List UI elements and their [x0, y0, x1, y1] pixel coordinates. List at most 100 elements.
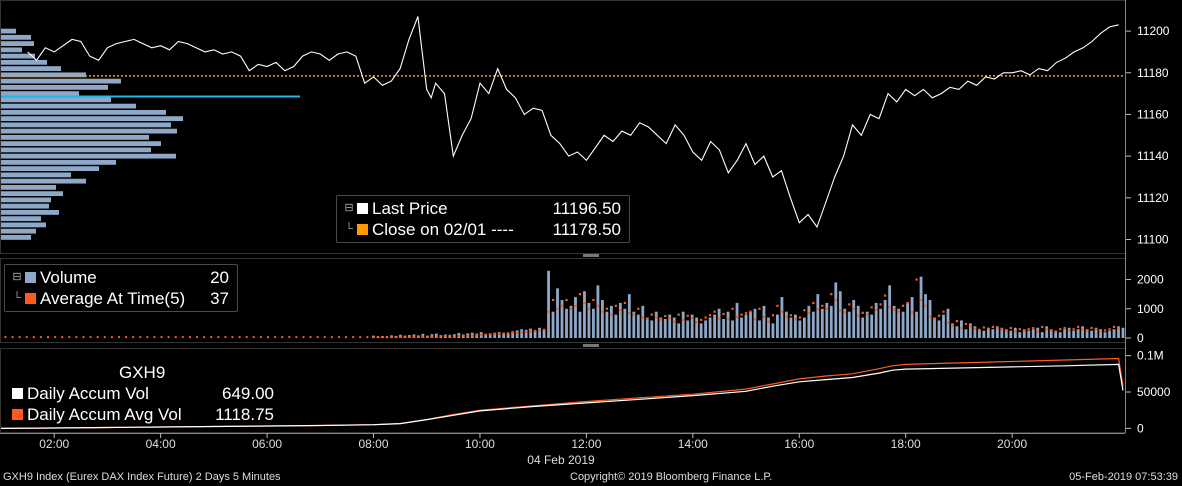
average-point: [1103, 329, 1107, 332]
price-legend[interactable]: ⊟ Last Price 11196.50 └ Close on 02/01 -…: [336, 195, 630, 243]
average-point: [785, 315, 788, 319]
average-point: [709, 314, 712, 317]
average-point: [39, 336, 42, 339]
average-point: [1036, 330, 1039, 333]
average-point: [96, 336, 99, 339]
average-point: [196, 336, 199, 339]
tree-collapse-icon[interactable]: ⊟: [344, 202, 354, 214]
average-point: [1000, 328, 1003, 331]
average-point: [484, 333, 487, 336]
average-point: [366, 336, 369, 339]
average-point: [888, 306, 891, 309]
average-point: [110, 336, 113, 339]
y-tick-label: 11120: [1137, 191, 1169, 205]
tree-branch-icon: └: [345, 223, 353, 235]
volume-bar: [847, 311, 851, 338]
average-point: [281, 336, 284, 339]
volume-bar: [1067, 327, 1071, 338]
volume-bar: [493, 332, 497, 338]
volume-bar: [825, 302, 829, 338]
legend-row-average[interactable]: └ Average At Time(5) 37: [11, 288, 229, 309]
y-tick-label: 1000: [1137, 302, 1164, 316]
volume-bar: [690, 314, 694, 338]
volume-bar: [641, 305, 645, 338]
average-point: [650, 313, 653, 316]
volume-bar: [924, 294, 927, 338]
average-point: [160, 336, 163, 339]
profile-bar: [1, 134, 149, 140]
profile-bar: [1, 216, 41, 222]
volume-bar: [942, 314, 945, 338]
average-point: [323, 336, 326, 339]
volume-bar: [627, 294, 631, 338]
legend-row-accum-avg[interactable]: Daily Accum Avg Vol 1118.75: [6, 404, 274, 425]
average-point: [1041, 325, 1044, 328]
average-point: [762, 315, 766, 319]
volume-bar: [771, 323, 775, 338]
volume-bar: [776, 314, 779, 338]
profile-bar: [1, 184, 56, 190]
volume-bar: [977, 329, 981, 338]
average-point: [875, 308, 878, 312]
profile-bar: [1, 84, 108, 90]
average-point: [1050, 329, 1053, 332]
average-point: [749, 310, 752, 313]
average-point: [578, 293, 582, 296]
volume-bar: [1036, 327, 1040, 338]
volume-bar: [551, 311, 555, 338]
average-point: [153, 336, 156, 339]
average-point: [1077, 325, 1080, 328]
volume-bar: [964, 329, 968, 338]
volume-bar: [645, 317, 649, 338]
average-point: [610, 313, 613, 316]
average-point: [700, 318, 703, 321]
volume-bar: [583, 291, 586, 338]
legend-row-last-price[interactable]: ⊟ Last Price 11196.50: [343, 198, 621, 219]
volume-bar: [618, 302, 622, 338]
profile-bar: [1, 103, 136, 109]
average-point: [1009, 326, 1012, 330]
average-point: [330, 336, 333, 339]
x-tick-label: 16:00: [784, 437, 814, 451]
average-swatch: [25, 293, 36, 304]
volume-bar: [506, 333, 510, 338]
volume-bar: [1090, 330, 1093, 338]
legend-row-close[interactable]: └ Close on 02/01 ---- 11178.50: [343, 219, 621, 240]
profile-bar: [1, 178, 86, 184]
volume-bar: [547, 270, 550, 338]
volume-bar: [901, 311, 905, 338]
average-point: [937, 314, 941, 317]
average-point: [475, 334, 478, 337]
average-point: [1054, 330, 1057, 333]
average-point: [1112, 325, 1116, 328]
y-axes: 11200 11180 11160 11140 11120 11100 2000 1000 0 0…: [1126, 24, 1171, 435]
legend-row-accum-vol[interactable]: Daily Accum Vol 649.00: [6, 383, 274, 404]
average-point: [502, 332, 505, 335]
volume-bar: [744, 314, 748, 338]
legend-label: Volume: [40, 268, 97, 287]
volume-bar: [1081, 326, 1085, 338]
average-point: [556, 307, 559, 310]
average-point: [713, 310, 716, 313]
volume-bar: [502, 333, 506, 338]
volume-bar: [986, 327, 990, 338]
last-price-line: [27, 16, 1119, 229]
average-point: [309, 336, 312, 339]
accum-panel-resize-handle[interactable]: [583, 344, 599, 347]
average-point: [525, 331, 528, 334]
volume-profile: [1, 28, 300, 240]
profile-bar: [1, 166, 99, 172]
average-point: [174, 336, 177, 339]
volume-bar: [1004, 329, 1008, 338]
legend-value: 37: [210, 289, 229, 308]
volume-panel-resize-handle[interactable]: [583, 254, 599, 257]
average-point: [224, 336, 227, 339]
accum-legend[interactable]: GXH9 Daily Accum Vol 649.00 Daily Accum …: [6, 362, 274, 425]
legend-label: Last Price: [372, 199, 448, 218]
legend-row-volume[interactable]: ⊟ Volume 20: [11, 267, 229, 288]
volume-bar: [780, 297, 784, 338]
volume-legend[interactable]: ⊟ Volume 20 └ Average At Time(5) 37: [4, 264, 238, 312]
tree-collapse-icon[interactable]: ⊟: [12, 271, 22, 283]
average-point: [637, 307, 640, 310]
average-point: [489, 333, 492, 336]
